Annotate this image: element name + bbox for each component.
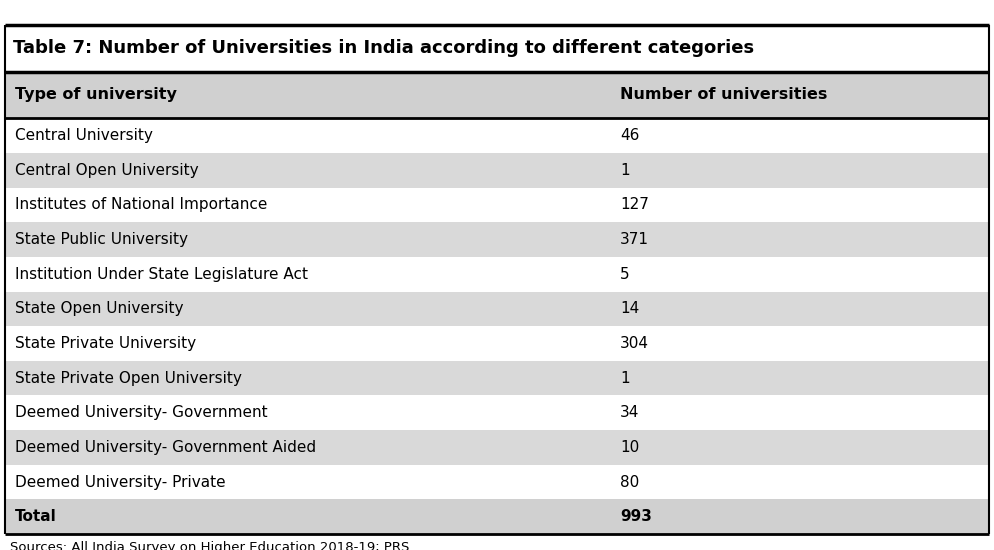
Text: State Private Open University: State Private Open University [15,371,242,386]
Text: 14: 14 [620,301,639,316]
Bar [5,25,989,72]
Text: Sources: All India Survey on Higher Education 2018-19; PRS.: Sources: All India Survey on Higher Educ… [10,541,414,550]
Bar [5,361,989,395]
Text: Central University: Central University [15,128,153,143]
Text: 127: 127 [620,197,649,212]
Text: 304: 304 [620,336,649,351]
Text: 34: 34 [620,405,639,420]
Text: Type of university: Type of university [15,87,177,102]
Text: Institutes of National Importance: Institutes of National Importance [15,197,267,212]
Text: 993: 993 [620,509,652,524]
Text: Institution Under State Legislature Act: Institution Under State Legislature Act [15,267,308,282]
Bar [5,326,989,361]
Text: 5: 5 [620,267,630,282]
Bar [5,72,989,118]
Bar [5,188,989,222]
Text: 1: 1 [620,163,630,178]
Bar [5,465,989,499]
Text: Number of universities: Number of universities [620,87,827,102]
Text: 371: 371 [620,232,649,247]
Text: State Open University: State Open University [15,301,184,316]
Bar [5,499,989,534]
Text: Table 7: Number of Universities in India according to different categories: Table 7: Number of Universities in India… [13,39,754,57]
Text: Deemed University- Private: Deemed University- Private [15,475,226,490]
Bar [5,257,989,292]
Text: 1: 1 [620,371,630,386]
Text: Central Open University: Central Open University [15,163,199,178]
Text: 46: 46 [620,128,639,143]
Bar [5,118,989,153]
Text: 80: 80 [620,475,639,490]
Bar [5,153,989,188]
Bar [5,395,989,430]
Text: Total: Total [15,509,57,524]
Text: Deemed University- Government Aided: Deemed University- Government Aided [15,440,316,455]
Bar [5,222,989,257]
Text: State Public University: State Public University [15,232,188,247]
Text: 10: 10 [620,440,639,455]
Text: Deemed University- Government: Deemed University- Government [15,405,267,420]
Text: State Private University: State Private University [15,336,196,351]
Bar [5,292,989,326]
Bar [5,430,989,465]
